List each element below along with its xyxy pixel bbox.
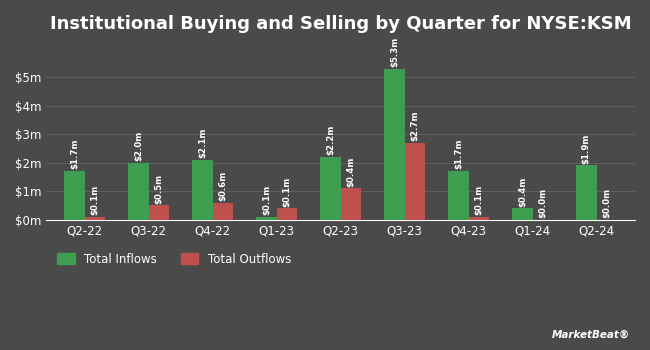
Text: $0.4m: $0.4m [518, 176, 527, 206]
Bar [320, 157, 341, 220]
Bar [448, 171, 469, 220]
Text: $1.9m: $1.9m [582, 133, 591, 164]
Bar [405, 143, 425, 220]
Text: $1.7m: $1.7m [454, 139, 463, 169]
Bar [341, 188, 361, 220]
Text: $2.7m: $2.7m [410, 111, 419, 141]
Bar [256, 217, 277, 220]
Bar [128, 163, 149, 220]
Bar [512, 208, 532, 220]
Bar [84, 217, 105, 220]
Bar [213, 203, 233, 220]
Text: $5.3m: $5.3m [390, 37, 399, 67]
Text: $0.0m: $0.0m [603, 188, 612, 218]
Text: $0.1m: $0.1m [283, 176, 291, 206]
Title: Institutional Buying and Selling by Quarter for NYSE:KSM: Institutional Buying and Selling by Quar… [50, 15, 632, 33]
Text: $2.2m: $2.2m [326, 125, 335, 155]
Text: $0.1m: $0.1m [474, 185, 484, 215]
Bar [384, 69, 405, 220]
Bar [469, 217, 489, 220]
Text: $0.1m: $0.1m [90, 185, 99, 215]
Legend: Total Inflows, Total Outflows: Total Inflows, Total Outflows [52, 248, 296, 270]
Text: $0.5m: $0.5m [155, 174, 163, 204]
Text: $2.0m: $2.0m [134, 131, 143, 161]
Text: $2.1m: $2.1m [198, 128, 207, 158]
Bar [64, 171, 84, 220]
Text: $0.1m: $0.1m [262, 185, 271, 215]
Bar [149, 205, 169, 220]
Text: $1.7m: $1.7m [70, 139, 79, 169]
Text: $0.0m: $0.0m [538, 188, 547, 218]
Text: MarketBeat®: MarketBeat® [552, 329, 630, 340]
Bar [576, 166, 597, 220]
Text: $0.6m: $0.6m [218, 170, 227, 201]
Bar [277, 208, 297, 220]
Text: $0.4m: $0.4m [346, 156, 356, 187]
Bar [192, 160, 213, 220]
